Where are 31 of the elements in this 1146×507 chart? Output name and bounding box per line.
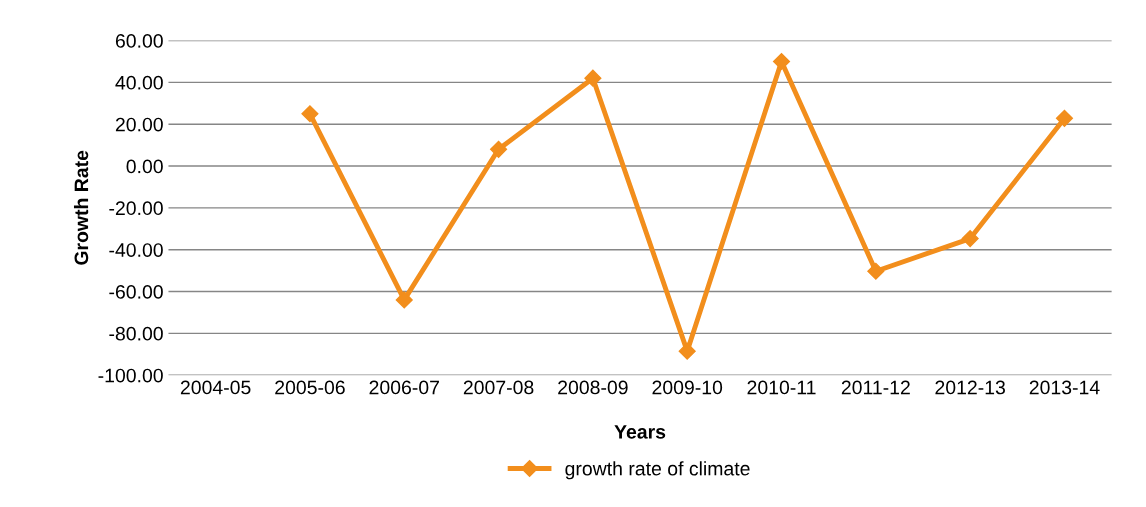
x-tick-label: 2004-05 [180, 380, 251, 395]
y-tick-label: 60.00 [115, 34, 163, 48]
x-tick-label: 2009-10 [652, 380, 723, 395]
point [395, 291, 413, 309]
x-tick-label: 2008-09 [558, 380, 628, 395]
x-tick-label: 2011-12 [841, 380, 910, 395]
point [301, 105, 319, 123]
y-tick-label: 0.00 [126, 159, 163, 174]
y-tick-label: -20.00 [109, 201, 163, 216]
y-tick-label: -60.00 [109, 284, 163, 299]
x-tick-label: 2007-08 [463, 380, 534, 395]
y-tick-label: -80.00 [109, 326, 163, 341]
point [772, 52, 791, 71]
point [867, 262, 885, 280]
x-tick-label: 2012-13 [935, 380, 1005, 395]
y-axis-title: Growth Rate [73, 150, 89, 265]
x-axis-title: Years [614, 425, 666, 439]
point [1055, 109, 1074, 127]
x-tick-label: 2005-06 [275, 380, 345, 395]
point [584, 69, 602, 87]
y-tick-label: 40.00 [115, 75, 163, 90]
y-tick-label: 20.00 [115, 117, 163, 132]
x-tick-label: 2006-07 [369, 380, 439, 395]
y-tick-label: -40.00 [109, 243, 163, 257]
x-tick-label: 2013-14 [1029, 380, 1100, 395]
y-tick-label: -100.00 [98, 368, 163, 383]
point [961, 230, 979, 248]
point [490, 140, 508, 158]
x-tick-label: 2010-11 [747, 380, 816, 395]
point [678, 342, 696, 360]
legend-label: growth rate of climate [565, 461, 750, 480]
